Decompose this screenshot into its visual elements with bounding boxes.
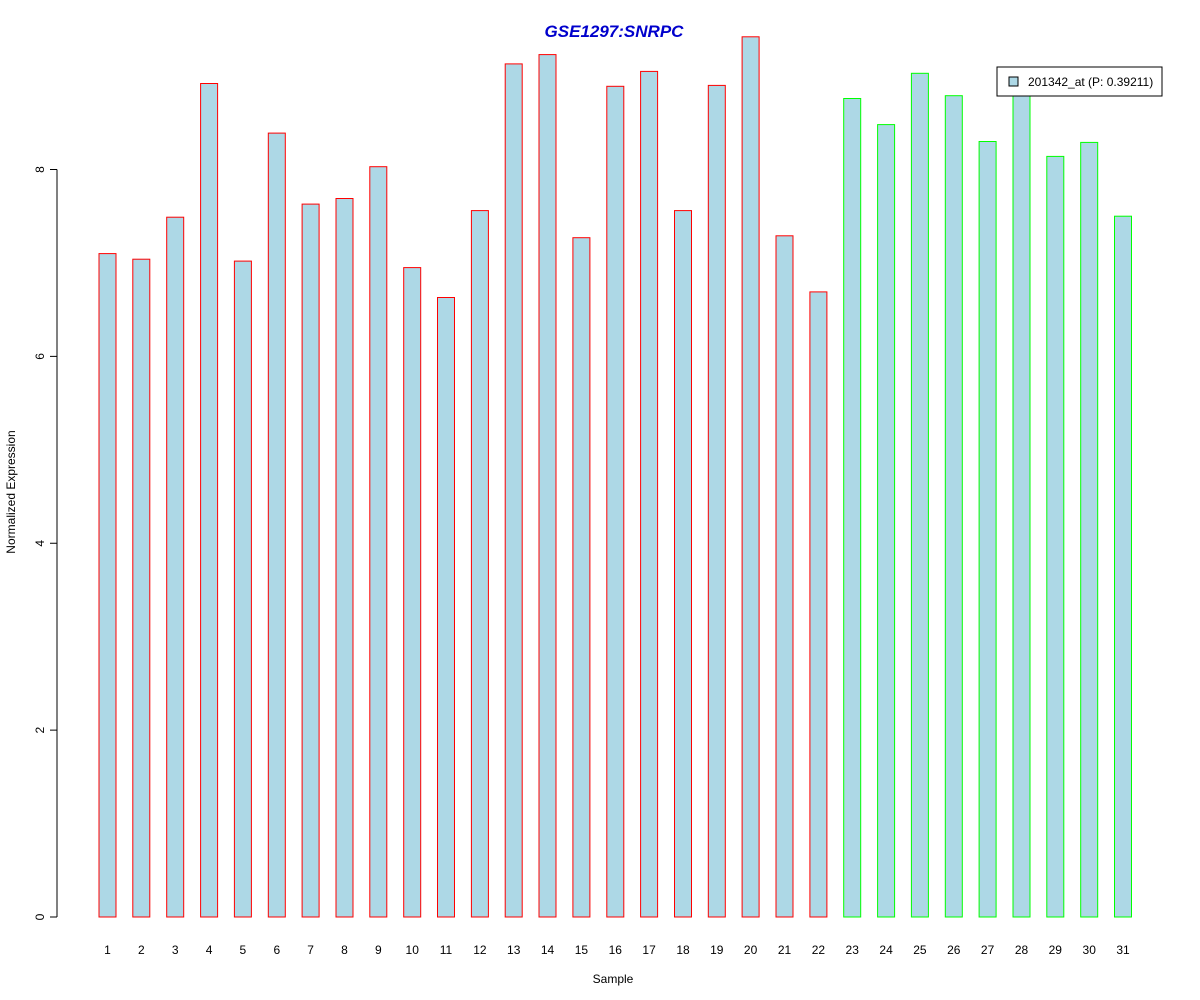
bar-sample-2 (132, 258, 151, 918)
bar-sample-5 (233, 260, 252, 918)
y-axis-label: Normalized Expression (4, 430, 18, 553)
x-tick-label: 15 (575, 943, 589, 957)
bar-sample-20 (741, 36, 760, 918)
x-tick-label: 11 (440, 943, 453, 957)
legend-box (996, 66, 1163, 97)
y-axis: 0 2 4 6 8 (33, 166, 58, 920)
y-tick-label: 4 (33, 540, 47, 547)
bar-sample-9 (369, 166, 388, 918)
bar-sample-22 (809, 291, 828, 918)
y-tick-label: 6 (33, 353, 47, 360)
x-tick-label: 29 (1049, 943, 1063, 957)
x-tick-label: 30 (1083, 943, 1097, 957)
bar-sample-21 (775, 235, 794, 918)
x-tick-labels: 1 2 3 4 5 6 7 8 9 10 11 12 13 14 15 16 17 18 19 20 21 22 23 24 2… (104, 943, 1130, 957)
legend: 201342_at (P: 0.39211) (996, 66, 1163, 97)
bar-sample-30 (1080, 141, 1099, 918)
bar-sample-25 (910, 72, 929, 918)
x-tick-label: 3 (172, 943, 179, 957)
bar-sample-14 (538, 54, 557, 918)
x-tick-label: 18 (676, 943, 690, 957)
x-tick-label: 12 (473, 943, 487, 957)
y-tick-label: 0 (33, 913, 47, 920)
legend-label: 201342_at (P: 0.39211) (1028, 75, 1153, 89)
y-tick-label: 8 (33, 166, 47, 173)
y-tick-label: 2 (33, 726, 47, 733)
x-tick-label: 22 (812, 943, 826, 957)
bar-sample-24 (877, 124, 896, 918)
x-tick-label: 23 (846, 943, 860, 957)
x-tick-label: 20 (744, 943, 758, 957)
bar-sample-16 (606, 85, 625, 918)
bar-sample-3 (166, 216, 185, 918)
x-tick-label: 21 (778, 943, 792, 957)
chart-title: GSE1297:SNRPC (545, 22, 685, 41)
x-tick-label: 4 (206, 943, 213, 957)
bar-sample-4 (200, 83, 219, 918)
bars (98, 36, 1132, 918)
x-tick-label: 16 (609, 943, 623, 957)
x-tick-label: 31 (1116, 943, 1130, 957)
x-tick-label: 13 (507, 943, 521, 957)
x-tick-label: 1 (104, 943, 111, 957)
x-tick-label: 5 (240, 943, 247, 957)
x-tick-label: 19 (710, 943, 724, 957)
x-tick-label: 2 (138, 943, 145, 957)
bar-sample-8 (335, 198, 354, 918)
bar-sample-18 (674, 210, 692, 918)
x-tick-label: 24 (879, 943, 893, 957)
bar-sample-12 (470, 210, 489, 918)
x-tick-label: 9 (375, 943, 382, 957)
bar-sample-1 (98, 253, 117, 918)
bar-sample-27 (978, 141, 997, 918)
bar-sample-13 (504, 63, 523, 918)
x-tick-label: 6 (273, 943, 280, 957)
bar-sample-6 (267, 132, 286, 918)
x-axis-label: Sample (593, 972, 634, 986)
bar-sample-26 (944, 95, 963, 918)
x-tick-label: 7 (307, 943, 314, 957)
bar-sample-17 (640, 70, 659, 918)
bar-sample-7 (301, 203, 320, 918)
bar-sample-31 (1114, 215, 1132, 918)
bar-sample-28 (1012, 85, 1031, 918)
bar-sample-19 (707, 84, 726, 918)
x-tick-label: 28 (1015, 943, 1029, 957)
bar-sample-10 (403, 267, 422, 918)
x-tick-label: 25 (913, 943, 927, 957)
x-tick-label: 10 (406, 943, 420, 957)
x-tick-label: 8 (341, 943, 348, 957)
x-tick-label: 14 (541, 943, 555, 957)
bar-sample-11 (437, 297, 455, 918)
bar-sample-23 (843, 98, 862, 918)
x-tick-label: 17 (642, 943, 656, 957)
x-tick-label: 27 (981, 943, 995, 957)
bar-sample-15 (572, 237, 591, 918)
x-tick-label: 26 (947, 943, 961, 957)
bar-sample-29 (1046, 155, 1065, 918)
legend-swatch (1008, 76, 1019, 87)
